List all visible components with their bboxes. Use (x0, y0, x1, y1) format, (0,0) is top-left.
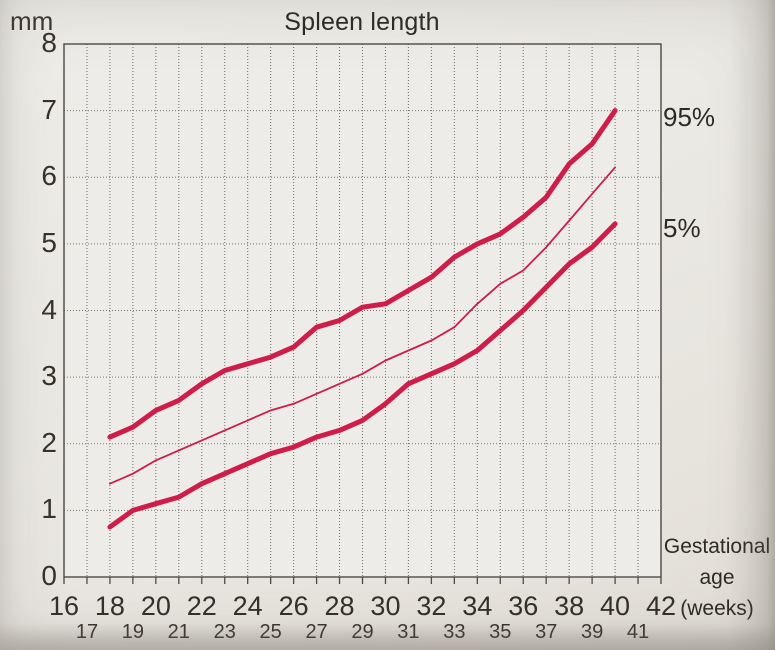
x-tick-label-26: 26 (278, 591, 309, 621)
x-tick-label-22: 22 (186, 591, 217, 621)
x-tick-label-36: 36 (508, 591, 539, 621)
y-tick-label-7: 7 (41, 93, 57, 125)
y-tick-label-3: 3 (41, 360, 57, 392)
x-tick-label-39: 39 (580, 621, 604, 643)
x-tick-label-25: 25 (259, 621, 282, 643)
x-tick-label-30: 30 (370, 591, 401, 621)
x-axis-ticks (63, 577, 662, 584)
x-tick-label-41: 41 (626, 621, 650, 643)
chart-title: Spleen length (284, 8, 440, 36)
x-tick-label-29: 29 (351, 621, 374, 643)
x-tick-label-19: 19 (121, 621, 144, 643)
x-tick-label-28: 28 (324, 591, 355, 621)
x-axis-title: Gestational age (weeks) (660, 531, 774, 624)
y-tick-label-2: 2 (41, 426, 57, 458)
x-tick-label-16: 16 (48, 591, 80, 621)
x-tick-label-42: 42 (645, 591, 677, 621)
y-axis-unit-label: mm (10, 6, 54, 36)
y-tick-label-6: 6 (41, 160, 57, 192)
x-tick-label-18: 18 (94, 591, 125, 621)
x-tick-label-31: 31 (397, 621, 420, 643)
x-tick-label-34: 34 (462, 591, 493, 621)
x-tick-label-20: 20 (140, 591, 171, 621)
gridlines (63, 43, 662, 578)
x-tick-label-23: 23 (213, 621, 236, 643)
x-tick-label-32: 32 (416, 591, 447, 621)
curve-5pct (107, 221, 618, 530)
percentile-5-label: 5% (663, 213, 701, 243)
curve-95pct (107, 108, 618, 440)
x-tick-label-33: 33 (443, 621, 466, 643)
x-axis-title-line2: age (699, 566, 735, 589)
x-axis-title-line1: Gestational (663, 535, 771, 558)
x-tick-label-35: 35 (489, 621, 512, 643)
x-tick-label-38: 38 (554, 591, 585, 621)
y-tick-label-1: 1 (41, 493, 57, 525)
x-tick-label-17: 17 (75, 621, 99, 643)
percentile-95-label: 95% (663, 102, 716, 132)
y-tick-label-4: 4 (41, 293, 57, 325)
curve-50pct (109, 166, 616, 485)
y-tick-label-5: 5 (41, 226, 57, 258)
y-tick-label-8: 8 (41, 27, 57, 58)
y-tick-label-0: 0 (41, 560, 57, 591)
x-tick-label-40: 40 (600, 591, 631, 621)
x-tick-label-21: 21 (167, 621, 190, 643)
x-tick-label-24: 24 (232, 591, 263, 621)
x-axis-title-line3: (weeks) (680, 597, 754, 620)
x-tick-label-37: 37 (535, 621, 558, 643)
x-tick-label-27: 27 (305, 621, 328, 643)
